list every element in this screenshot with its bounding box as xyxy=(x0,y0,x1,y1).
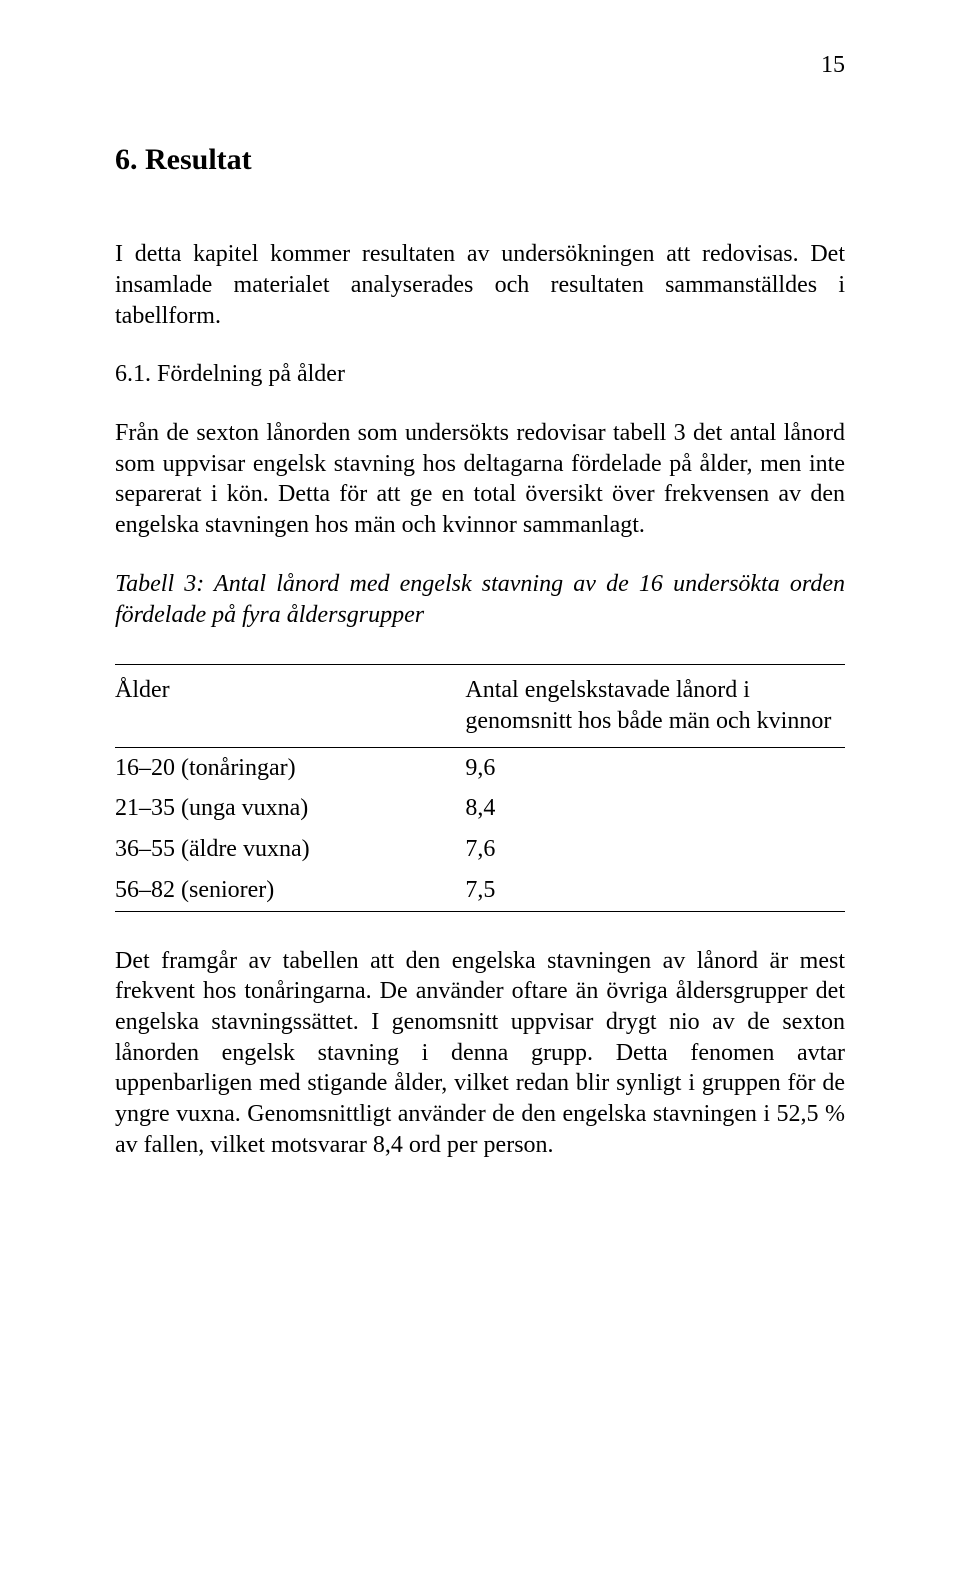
table-row: 56–82 (seniorer) 7,5 xyxy=(115,870,845,911)
table-cell: 7,6 xyxy=(465,829,845,870)
table-header-row: Ålder Antal engelskstavade lånord i geno… xyxy=(115,665,845,747)
body-paragraph: Från de sexton lånorden som undersökts r… xyxy=(115,418,845,541)
data-table: Ålder Antal engelskstavade lånord i geno… xyxy=(115,664,845,911)
table-row: 36–55 (äldre vuxna) 7,6 xyxy=(115,829,845,870)
table-cell: 56–82 (seniorer) xyxy=(115,870,465,911)
table-row: 21–35 (unga vuxna) 8,4 xyxy=(115,788,845,829)
table-caption: Tabell 3: Antal lånord med engelsk stavn… xyxy=(115,569,845,630)
table-cell: 7,5 xyxy=(465,870,845,911)
table-cell: 16–20 (tonåringar) xyxy=(115,747,465,788)
table-row: 16–20 (tonåringar) 9,6 xyxy=(115,747,845,788)
intro-paragraph: I detta kapitel kommer resultaten av und… xyxy=(115,239,845,331)
subsection-heading: 6.1. Fördelning på ålder xyxy=(115,359,845,390)
table-cell: 36–55 (äldre vuxna) xyxy=(115,829,465,870)
table-cell: 9,6 xyxy=(465,747,845,788)
table-col-header: Ålder xyxy=(115,665,465,747)
page-number: 15 xyxy=(115,50,845,81)
section-heading: 6. Resultat xyxy=(115,141,845,179)
table-cell: 8,4 xyxy=(465,788,845,829)
closing-paragraph: Det framgår av tabellen att den engelska… xyxy=(115,946,845,1161)
table-cell: 21–35 (unga vuxna) xyxy=(115,788,465,829)
table-col-header: Antal engelskstavade lånord i genomsnitt… xyxy=(465,665,845,747)
